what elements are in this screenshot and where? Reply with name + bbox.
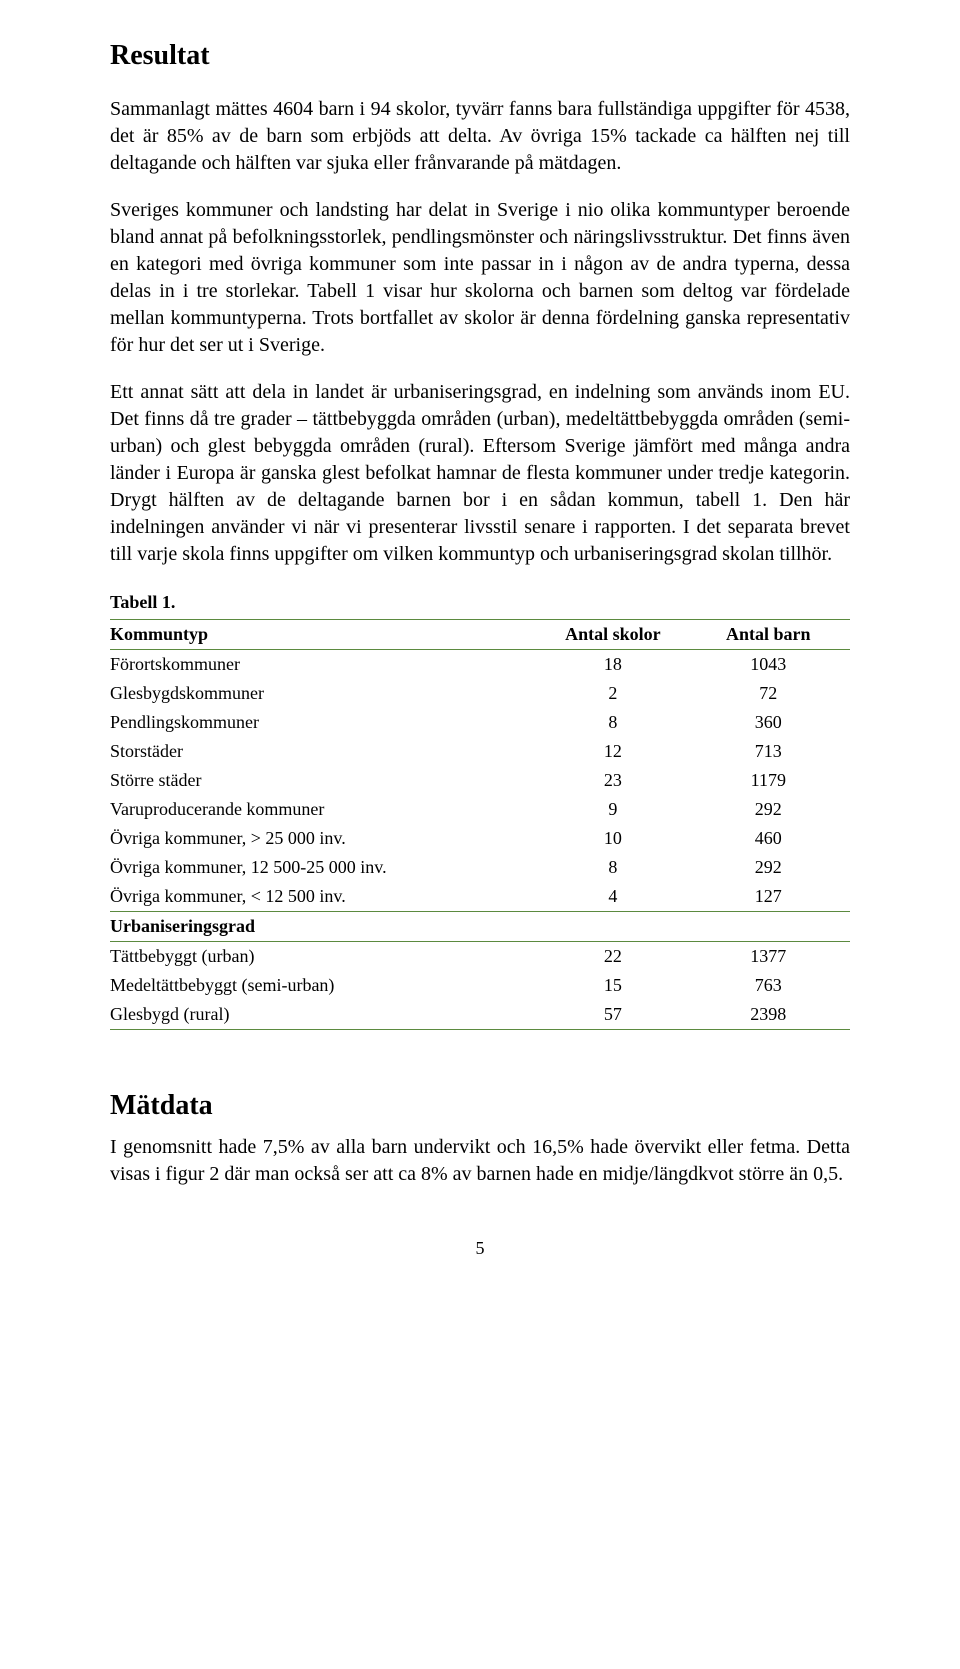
col-header-antal-skolor: Antal skolor — [539, 620, 694, 650]
cell-label: Övriga kommuner, > 25 000 inv. — [110, 824, 539, 853]
cell-skolor: 15 — [539, 971, 694, 1000]
cell-label: Glesbygd (rural) — [110, 1000, 539, 1030]
cell-label: Övriga kommuner, < 12 500 inv. — [110, 882, 539, 912]
cell-barn: 763 — [695, 971, 850, 1000]
page-container: Resultat Sammanlagt mättes 4604 barn i 9… — [0, 0, 960, 1299]
table-row: Övriga kommuner, > 25 000 inv.10460 — [110, 824, 850, 853]
paragraph-4: I genomsnitt hade 7,5% av alla barn unde… — [110, 1134, 850, 1188]
table-row: Storstäder12713 — [110, 737, 850, 766]
table-row: Större städer231179 — [110, 766, 850, 795]
cell-barn: 1043 — [695, 650, 850, 680]
cell-skolor: 9 — [539, 795, 694, 824]
cell-skolor: 22 — [539, 942, 694, 972]
cell-barn: 2398 — [695, 1000, 850, 1030]
cell-skolor: 2 — [539, 679, 694, 708]
cell-barn: 360 — [695, 708, 850, 737]
table-row: Glesbygd (rural)572398 — [110, 1000, 850, 1030]
cell-skolor: 57 — [539, 1000, 694, 1030]
cell-barn: 292 — [695, 795, 850, 824]
col-header-kommuntyp: Kommuntyp — [110, 620, 539, 650]
cell-barn: 460 — [695, 824, 850, 853]
cell-label: Övriga kommuner, 12 500-25 000 inv. — [110, 853, 539, 882]
table-body: Förortskommuner181043Glesbygdskommuner27… — [110, 650, 850, 1030]
section-header-label: Urbaniseringsgrad — [110, 912, 850, 942]
table-row: Tättbebyggt (urban)221377 — [110, 942, 850, 972]
table-row: Övriga kommuner, 12 500-25 000 inv.8292 — [110, 853, 850, 882]
paragraph-3: Ett annat sätt att dela in landet är urb… — [110, 379, 850, 568]
cell-skolor: 8 — [539, 853, 694, 882]
heading-resultat: Resultat — [110, 40, 850, 72]
cell-label: Pendlingskommuner — [110, 708, 539, 737]
paragraph-1: Sammanlagt mättes 4604 barn i 94 skolor,… — [110, 96, 850, 177]
cell-skolor: 23 — [539, 766, 694, 795]
cell-label: Glesbygdskommuner — [110, 679, 539, 708]
table-row: Varuproducerande kommuner9292 — [110, 795, 850, 824]
table-header-row: Kommuntyp Antal skolor Antal barn — [110, 620, 850, 650]
paragraph-2: Sveriges kommuner och landsting har dela… — [110, 197, 850, 359]
cell-barn: 127 — [695, 882, 850, 912]
cell-label: Medeltättbebyggt (semi-urban) — [110, 971, 539, 1000]
cell-skolor: 10 — [539, 824, 694, 853]
cell-barn: 292 — [695, 853, 850, 882]
table-row: Förortskommuner181043 — [110, 650, 850, 680]
cell-skolor: 12 — [539, 737, 694, 766]
cell-barn: 1179 — [695, 766, 850, 795]
page-number: 5 — [110, 1238, 850, 1259]
cell-skolor: 8 — [539, 708, 694, 737]
cell-label: Tättbebyggt (urban) — [110, 942, 539, 972]
heading-matdata: Mätdata — [110, 1090, 850, 1122]
col-header-antal-barn: Antal barn — [695, 620, 850, 650]
cell-label: Storstäder — [110, 737, 539, 766]
cell-skolor: 18 — [539, 650, 694, 680]
table-title: Tabell 1. — [110, 592, 850, 613]
table-row: Medeltättbebyggt (semi-urban)15763 — [110, 971, 850, 1000]
cell-label: Större städer — [110, 766, 539, 795]
table-1: Kommuntyp Antal skolor Antal barn Förort… — [110, 619, 850, 1030]
table-row: Glesbygdskommuner272 — [110, 679, 850, 708]
table-row: Övriga kommuner, < 12 500 inv.4127 — [110, 882, 850, 912]
cell-barn: 713 — [695, 737, 850, 766]
cell-skolor: 4 — [539, 882, 694, 912]
cell-barn: 72 — [695, 679, 850, 708]
cell-label: Varuproducerande kommuner — [110, 795, 539, 824]
table-row: Pendlingskommuner8360 — [110, 708, 850, 737]
table-section-header: Urbaniseringsgrad — [110, 912, 850, 942]
cell-barn: 1377 — [695, 942, 850, 972]
cell-label: Förortskommuner — [110, 650, 539, 680]
